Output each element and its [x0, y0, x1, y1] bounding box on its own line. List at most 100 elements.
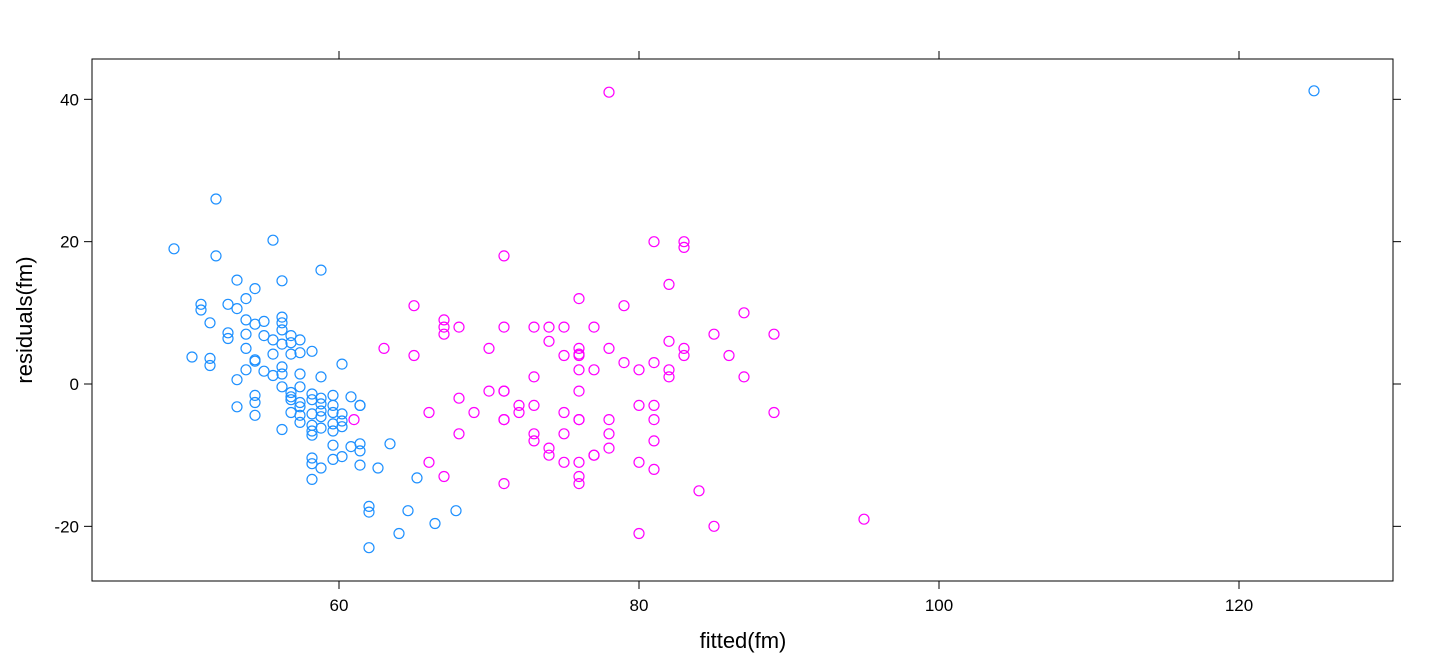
data-point — [528, 321, 540, 333]
x-axis-top — [338, 51, 1240, 59]
data-point — [663, 278, 675, 290]
data-point — [285, 330, 297, 342]
data-point — [450, 505, 462, 517]
series-group-1 — [168, 85, 1320, 554]
data-point — [336, 358, 348, 370]
data-point — [276, 324, 288, 336]
data-point — [588, 449, 600, 461]
data-point — [678, 342, 690, 354]
data-point — [429, 517, 441, 530]
data-point — [267, 348, 279, 360]
data-point — [306, 388, 318, 400]
data-point — [708, 520, 720, 532]
data-point — [528, 428, 540, 440]
data-point — [738, 371, 750, 383]
data-point — [276, 368, 288, 380]
data-point — [249, 389, 261, 401]
data-point — [498, 414, 510, 426]
data-point — [633, 364, 645, 376]
data-point — [231, 374, 243, 386]
data-point — [363, 506, 375, 518]
data-point — [513, 399, 525, 411]
data-point — [573, 342, 585, 354]
data-point — [402, 505, 414, 517]
data-point — [648, 414, 660, 426]
data-point — [306, 425, 318, 437]
data-point — [258, 365, 270, 377]
data-point — [276, 311, 288, 323]
data-point — [276, 423, 288, 436]
data-point — [306, 394, 318, 406]
data-point — [363, 542, 375, 554]
data-point — [327, 406, 339, 419]
data-point — [354, 445, 366, 457]
y-tick-label: -20 — [54, 517, 79, 536]
data-point — [528, 371, 540, 383]
data-point — [678, 241, 690, 253]
data-point — [393, 527, 405, 540]
data-point — [378, 342, 390, 354]
data-point — [210, 193, 222, 205]
data-point — [222, 298, 234, 310]
data-point — [678, 349, 690, 362]
data-point — [267, 369, 279, 382]
data-point — [354, 399, 366, 411]
data-point — [438, 470, 450, 483]
data-point — [573, 478, 585, 490]
data-point — [768, 328, 780, 340]
data-point — [276, 381, 288, 393]
data-point — [294, 381, 306, 393]
data-point — [327, 439, 339, 451]
data-point — [573, 470, 585, 483]
data-point — [276, 361, 288, 373]
data-point — [372, 462, 384, 474]
data-point — [453, 321, 465, 333]
data-point — [573, 414, 585, 426]
data-point — [483, 342, 495, 354]
data-point — [498, 478, 510, 490]
data-point — [648, 463, 660, 475]
data-point — [588, 321, 600, 333]
data-point — [453, 428, 465, 440]
data-point — [336, 415, 348, 427]
data-point — [348, 414, 360, 426]
data-point — [468, 406, 480, 419]
data-point — [573, 293, 585, 305]
data-point — [363, 500, 375, 512]
data-point — [186, 351, 198, 363]
data-point — [708, 328, 720, 340]
data-point — [438, 321, 450, 333]
data-point — [315, 398, 327, 410]
data-point — [411, 472, 423, 484]
data-point — [285, 386, 297, 399]
data-point — [423, 456, 435, 468]
data-point — [276, 317, 288, 329]
data-points — [168, 85, 1320, 554]
data-point — [249, 318, 261, 330]
data-point — [633, 399, 645, 411]
data-point — [315, 392, 327, 404]
data-point — [384, 438, 396, 450]
data-point — [558, 321, 570, 333]
data-point — [336, 451, 348, 463]
data-point — [231, 401, 243, 413]
data-point — [195, 298, 207, 310]
data-point — [573, 364, 585, 376]
data-point — [648, 435, 660, 447]
data-point — [306, 345, 318, 357]
data-point — [204, 317, 216, 329]
data-point — [306, 429, 318, 441]
data-point — [267, 334, 279, 346]
data-point — [543, 442, 555, 454]
data-point — [231, 274, 243, 286]
data-point — [240, 314, 252, 326]
data-point — [249, 355, 261, 367]
data-point — [306, 458, 318, 470]
data-point — [222, 332, 234, 345]
data-point — [738, 307, 750, 319]
data-point — [618, 357, 630, 369]
data-point — [663, 371, 675, 383]
data-point — [423, 406, 435, 419]
data-point — [249, 409, 261, 421]
